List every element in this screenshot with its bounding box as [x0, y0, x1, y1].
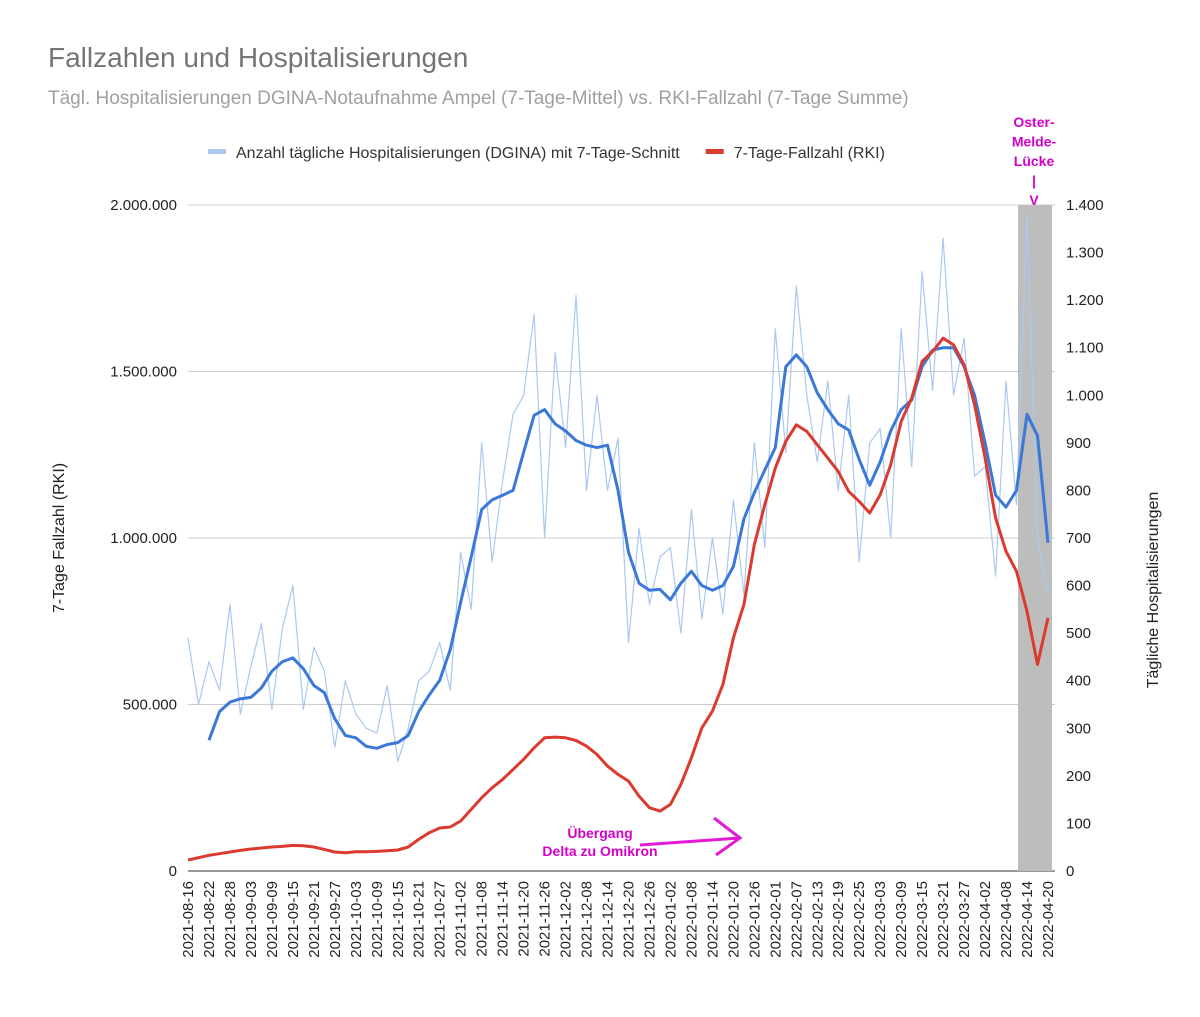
- annotation: V: [1029, 192, 1039, 208]
- annotation: Übergang: [567, 825, 632, 841]
- x-tick-label: 2022-04-02: [977, 881, 994, 958]
- series-line: [207, 346, 1050, 750]
- x-tick-label: 2021-12-14: [600, 881, 617, 958]
- y-tick-label: 1.000.000: [110, 530, 177, 547]
- x-tick-label: 2021-11-26: [537, 881, 554, 957]
- x-tick-label: 2021-09-21: [306, 881, 323, 958]
- x-tick-label: 2021-09-15: [285, 881, 302, 958]
- series-line: [187, 336, 1050, 862]
- y2-tick-label: 1.000: [1066, 387, 1104, 404]
- y2-tick-label: 900: [1066, 435, 1091, 452]
- x-tick-label: 2022-02-07: [788, 881, 805, 958]
- x-tick-label: 2021-08-28: [222, 881, 239, 958]
- y2-tick-label: 1.200: [1066, 292, 1104, 309]
- y-tick-label: 2.000.000: [110, 197, 177, 214]
- annotation: Lücke: [1014, 153, 1055, 169]
- x-tick-label: 2022-02-19: [830, 881, 847, 958]
- annotation: Melde-: [1012, 134, 1057, 150]
- x-tick-label: 2021-11-08: [474, 881, 491, 957]
- y2-tick-label: 400: [1066, 673, 1091, 690]
- legend-label: Anzahl tägliche Hospitalisierungen (DGIN…: [236, 145, 680, 162]
- legend-swatch: [208, 149, 226, 154]
- x-tick-label: 2021-09-03: [243, 881, 260, 958]
- y2-tick-label: 700: [1066, 530, 1091, 547]
- x-tick-label: 2022-01-20: [725, 881, 742, 958]
- series-line: [187, 213, 1049, 763]
- x-tick-label: 2021-10-21: [411, 881, 428, 958]
- x-tick-label: 2021-08-16: [180, 881, 197, 958]
- x-tick-label: 2021-11-02: [453, 881, 470, 957]
- x-tick-label: 2022-03-27: [956, 881, 973, 958]
- y2-tick-label: 200: [1066, 768, 1091, 785]
- x-tick-label: 2022-04-14: [1019, 881, 1036, 958]
- x-tick-label: 2022-04-20: [1040, 881, 1057, 958]
- y2-tick-label: 0: [1066, 863, 1074, 880]
- x-tick-label: 2021-10-15: [390, 881, 407, 958]
- x-tick-label: 2021-08-22: [201, 881, 218, 958]
- arrow: [639, 816, 743, 857]
- x-tick-label: 2021-09-27: [327, 881, 344, 958]
- y2-axis-title: Tägliche Hospitalisierungen: [1145, 492, 1162, 689]
- legend-label: 7-Tage-Fallzahl (RKI): [734, 145, 885, 162]
- x-tick-label: 2022-02-01: [767, 881, 784, 958]
- x-tick-label: 2022-04-08: [998, 881, 1015, 958]
- y-tick-label: 1.500.000: [110, 364, 177, 381]
- x-tick-label: 2022-01-14: [704, 881, 721, 958]
- y2-tick-label: 1.400: [1066, 197, 1104, 214]
- y2-tick-label: 300: [1066, 720, 1091, 737]
- y-tick-label: 0: [169, 863, 177, 880]
- y2-tick-label: 100: [1066, 815, 1091, 832]
- y2-tick-label: 1.300: [1066, 245, 1104, 262]
- annotation: Delta zu Omikron: [542, 843, 657, 859]
- y-tick-label: 500.000: [123, 697, 177, 714]
- x-tick-label: 2022-03-21: [935, 881, 952, 958]
- annotation: |: [1032, 173, 1036, 189]
- y2-tick-label: 800: [1066, 482, 1091, 499]
- y2-tick-label: 600: [1066, 578, 1091, 595]
- x-tick-label: 2022-03-03: [872, 881, 889, 958]
- x-tick-label: 2022-03-09: [893, 881, 910, 958]
- x-tick-label: 2022-01-08: [683, 881, 700, 958]
- annotation: Oster-: [1013, 114, 1055, 130]
- x-tick-label: 2021-10-27: [432, 881, 449, 958]
- x-tick-label: 2021-11-14: [495, 881, 512, 957]
- chart-subtitle: Tägl. Hospitalisierungen DGINA-Notaufnah…: [48, 88, 909, 109]
- legend-swatch: [705, 149, 724, 154]
- x-tick-label: 2022-02-25: [851, 881, 868, 958]
- x-tick-label: 2021-12-26: [641, 881, 658, 958]
- x-tick-label: 2021-12-20: [620, 881, 637, 958]
- x-tick-label: 2021-10-09: [369, 881, 386, 958]
- x-tick-label: 2021-11-20: [516, 881, 533, 957]
- x-tick-label: 2022-01-02: [662, 881, 679, 958]
- x-tick-label: 2021-12-02: [558, 881, 575, 958]
- y2-tick-label: 1.100: [1066, 340, 1104, 357]
- x-tick-label: 2022-03-15: [914, 881, 931, 958]
- x-tick-label: 2021-12-08: [579, 881, 596, 958]
- x-tick-label: 2021-09-09: [264, 881, 281, 958]
- y2-tick-label: 500: [1066, 625, 1091, 642]
- x-tick-label: 2021-10-03: [348, 881, 365, 958]
- y-axis-title: 7-Tage Fallzahl (RKI): [51, 463, 68, 613]
- chart-title: Fallzahlen und Hospitalisierungen: [48, 42, 468, 73]
- x-tick-label: 2022-01-26: [746, 881, 763, 958]
- x-tick-label: 2022-02-13: [809, 881, 826, 958]
